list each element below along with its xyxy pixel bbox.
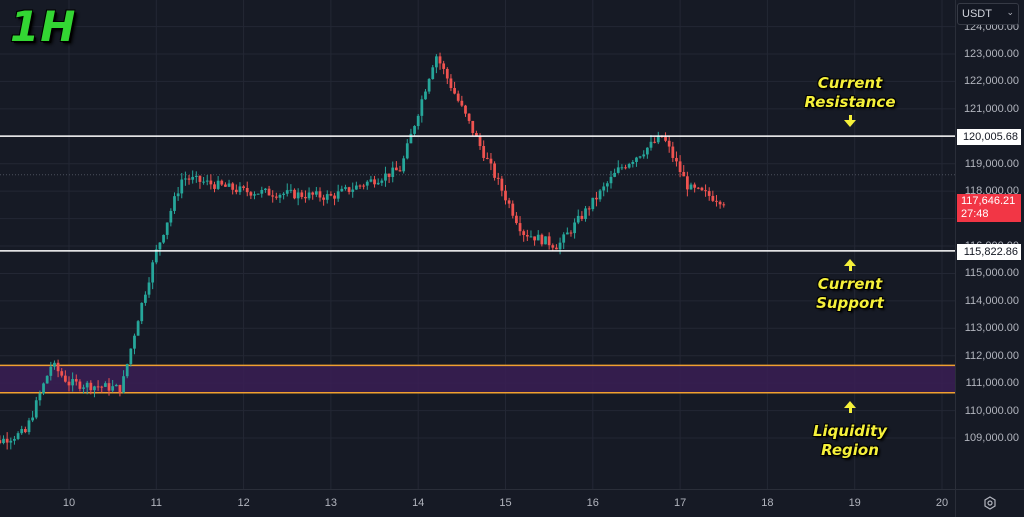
price-tick-label: 110,000.00: [964, 404, 1019, 417]
last-price-value: 117,646.21: [961, 195, 1016, 207]
price-tick-label: 112,000.00: [964, 349, 1019, 362]
bar-countdown: 27:48: [961, 208, 989, 220]
liquidity-annotation-line1: Liquidity: [812, 422, 888, 440]
timeframe-label: 1H: [10, 2, 77, 51]
time-tick-label: 13: [324, 497, 338, 509]
price-tick-label: 114,000.00: [964, 294, 1019, 307]
price-tick-label: 123,000.00: [963, 48, 1019, 60]
resistance-annotation-line2: Resistance: [804, 93, 896, 111]
price-tick-label: 115,000.00: [964, 267, 1019, 280]
support-annotation-line1: Current: [817, 275, 883, 293]
resistance-annotation: Current Resistance: [790, 74, 910, 112]
time-tick-label: 15: [499, 497, 512, 509]
last-price-tag: 117,646.21 27:48: [957, 194, 1021, 222]
support-price-tag: 115,822.86: [957, 244, 1021, 260]
price-tick-label: 119,000.00: [964, 157, 1019, 170]
price-tick-label: 113,000.00: [964, 322, 1019, 335]
time-tick-label: 10: [62, 497, 76, 509]
price-axis[interactable]: 109,000.00 110,000.00 111,000.00 112,000.00…: [955, 0, 1024, 489]
candlestick-plot[interactable]: [0, 0, 955, 489]
settings-icon[interactable]: [983, 496, 997, 510]
time-tick-label: 20: [935, 497, 949, 509]
support-annotation: Current Support: [790, 275, 910, 313]
currency-value: USDT: [962, 8, 992, 20]
resistance-price-tag: 120,005.68: [957, 129, 1021, 145]
time-tick-label: 18: [761, 497, 774, 509]
time-tick-label: 19: [848, 497, 861, 509]
price-tick-label: 111,000.00: [965, 377, 1019, 390]
liquidity-annotation-line2: Region: [821, 441, 879, 459]
price-tick-label: 121,000.00: [963, 102, 1019, 115]
price-tick-label: 122,000.00: [963, 75, 1019, 88]
chevron-down-icon: ⌄: [1006, 7, 1014, 17]
time-tick-label: 12: [237, 497, 250, 509]
resistance-annotation-line1: Current: [817, 74, 883, 92]
liquidity-zone: [0, 365, 955, 393]
time-tick-label: 14: [412, 497, 425, 509]
currency-selector[interactable]: USDT ⌄: [957, 3, 1019, 25]
time-axis[interactable]: 10 11 12 13 14 15 16 17 18 19 20: [0, 489, 955, 517]
time-tick-label: 17: [673, 497, 687, 509]
time-tick-label: 16: [586, 497, 599, 509]
time-tick-label: 11: [150, 497, 163, 509]
support-annotation-line2: Support: [816, 294, 884, 312]
price-tick-label: 109,000.00: [963, 432, 1019, 445]
liquidity-annotation: Liquidity Region: [790, 422, 910, 460]
axis-corner: [955, 489, 1024, 517]
